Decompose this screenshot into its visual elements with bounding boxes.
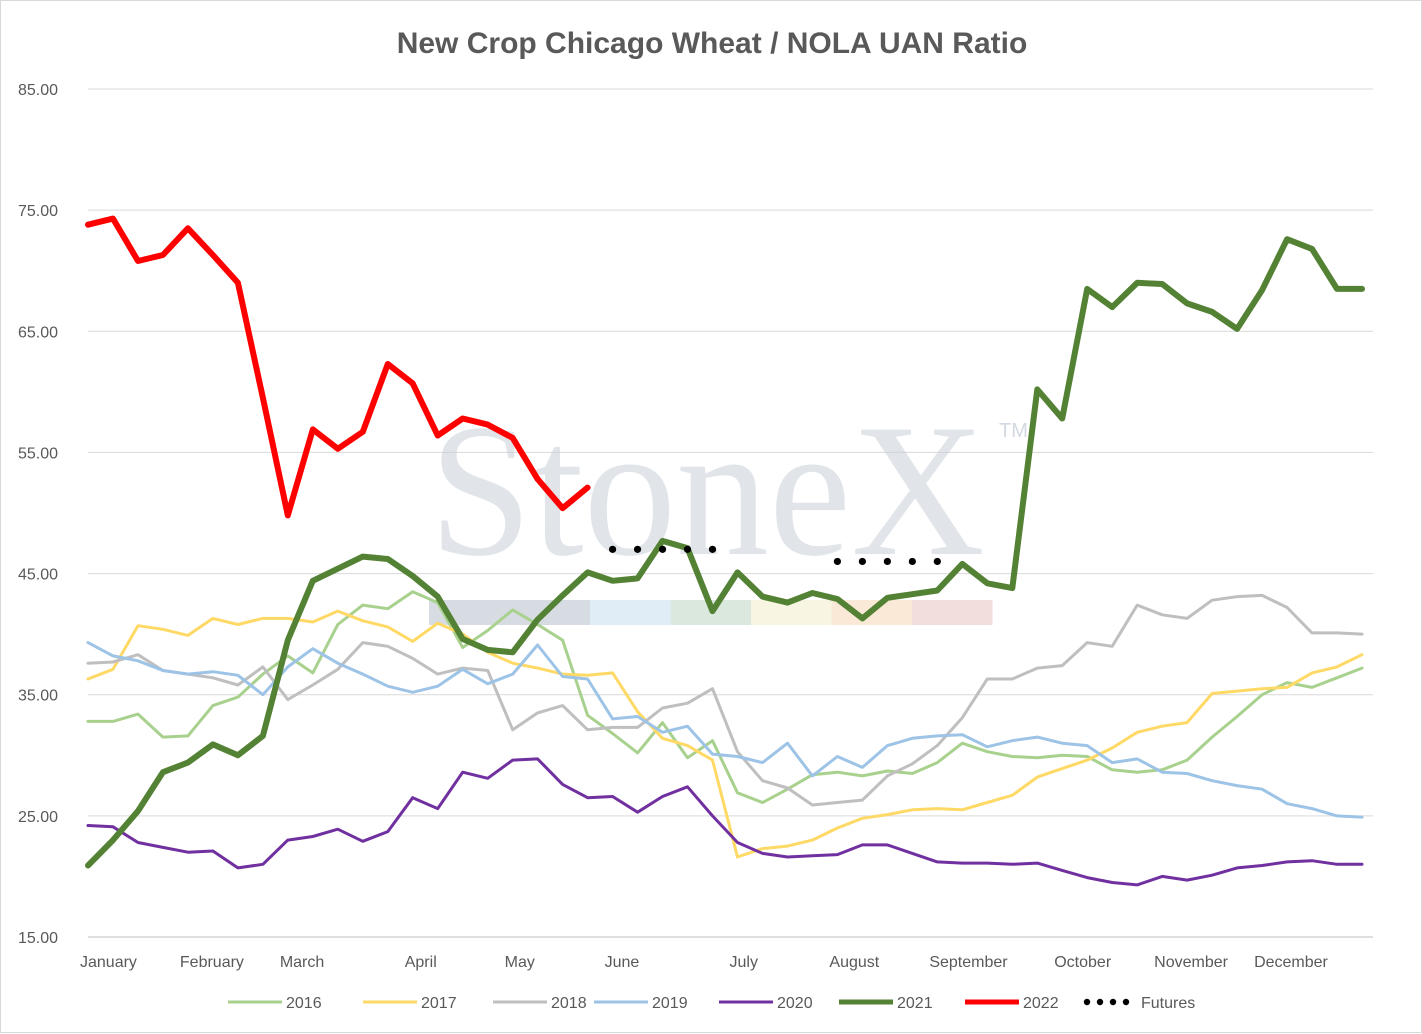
legend-label-2016: 2016 bbox=[286, 995, 322, 1012]
legend-label-futures: Futures bbox=[1141, 995, 1195, 1012]
watermark-bar-segment bbox=[590, 600, 671, 625]
futures-dot bbox=[683, 545, 692, 553]
chart-title: New Crop Chicago Wheat / NOLA UAN Ratio bbox=[397, 27, 1028, 60]
legend-swatch-futures-dot bbox=[1096, 998, 1104, 1006]
y-tick-label: 55.00 bbox=[18, 445, 58, 462]
legend-label-2020: 2020 bbox=[777, 995, 813, 1012]
series-line-2018 bbox=[86, 593, 1364, 807]
y-tick-label: 75.00 bbox=[18, 203, 58, 220]
legend-label-2018: 2018 bbox=[551, 995, 587, 1012]
x-tick-label: October bbox=[1054, 954, 1112, 971]
legend-label-2017: 2017 bbox=[421, 995, 457, 1012]
y-tick-label: 45.00 bbox=[18, 567, 58, 584]
futures-dot bbox=[658, 545, 667, 553]
x-tick-label: March bbox=[280, 954, 324, 971]
x-tick-label: February bbox=[180, 954, 244, 971]
series-line-2016 bbox=[86, 590, 1364, 804]
series-line-2021 bbox=[85, 236, 1365, 869]
series-lines bbox=[85, 215, 1365, 887]
futures-dot bbox=[708, 545, 717, 553]
y-tick-label: 85.00 bbox=[18, 82, 58, 99]
x-tick-label: August bbox=[829, 954, 879, 971]
x-axis-ticks: January February March April May June July Augu… bbox=[80, 954, 1329, 971]
x-tick-label: July bbox=[729, 954, 757, 971]
series-line-2022 bbox=[85, 215, 591, 519]
y-axis-ticks: 85.00 75.00 65.00 55.00 45.00 35.00 25.00 15.00 bbox=[18, 82, 58, 947]
series-line-2019 bbox=[86, 641, 1364, 819]
x-tick-label: June bbox=[605, 954, 640, 971]
watermark-bar-segment bbox=[912, 600, 993, 625]
futures-dot bbox=[633, 545, 642, 553]
x-tick-label: May bbox=[505, 954, 535, 971]
legend-swatch-futures-dot bbox=[1109, 998, 1117, 1006]
legend-label-2022: 2022 bbox=[1023, 995, 1059, 1012]
watermark-tm: TM bbox=[999, 420, 1028, 442]
series-line-2017 bbox=[86, 609, 1364, 859]
y-tick-label: 35.00 bbox=[18, 688, 58, 705]
legend-label-2019: 2019 bbox=[652, 995, 688, 1012]
series-line-2020 bbox=[86, 757, 1364, 887]
y-tick-label: 65.00 bbox=[18, 324, 58, 341]
futures-dot bbox=[908, 557, 916, 566]
futures-dot bbox=[933, 557, 941, 566]
legend-label-2021: 2021 bbox=[897, 995, 933, 1012]
x-tick-label: April bbox=[405, 954, 437, 971]
x-tick-label: September bbox=[929, 954, 1008, 971]
futures-dot bbox=[833, 557, 842, 566]
x-tick-label: December bbox=[1254, 954, 1328, 971]
futures-dot bbox=[608, 545, 617, 553]
legend-swatch-futures-dot bbox=[1083, 998, 1091, 1006]
x-tick-label: January bbox=[80, 954, 137, 971]
legend-swatch-futures-dot bbox=[1122, 998, 1130, 1006]
futures-dots bbox=[608, 545, 941, 566]
y-tick-label: 15.00 bbox=[18, 930, 58, 947]
legend: 2016 2017 2018 2019 2020 2021 2022 Futures bbox=[228, 995, 1195, 1012]
futures-dot bbox=[858, 557, 866, 566]
y-tick-label: 25.00 bbox=[18, 809, 58, 826]
futures-dot bbox=[883, 557, 891, 566]
watermark-text: StoneX bbox=[429, 386, 985, 596]
x-tick-label: November bbox=[1154, 954, 1228, 971]
grid bbox=[88, 88, 1373, 938]
